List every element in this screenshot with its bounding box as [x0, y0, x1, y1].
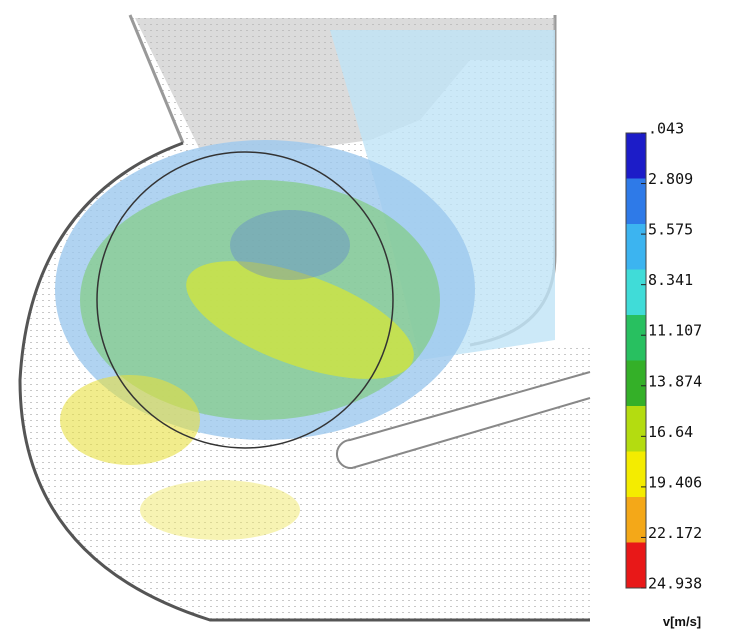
- flow-domain: [20, 15, 590, 620]
- colorbar-tick-label: 13.874: [648, 372, 702, 390]
- colorbar-tick-label: 5.575: [648, 221, 693, 239]
- colorbar-segment: [626, 406, 646, 452]
- colorbar: .043 2.809 5.575 8.341 11.107 13.874 16.64 19.4…: [626, 120, 702, 593]
- colorbar-tick-label: 24.938: [648, 575, 702, 593]
- colorbar-segment: [626, 133, 646, 179]
- colorbar-tick-label: 11.107: [648, 322, 702, 340]
- colorbar-segment: [626, 315, 646, 361]
- colorbar-segment: [626, 224, 646, 270]
- colorbar-tick-label: 8.341: [648, 271, 693, 289]
- colorbar-tick-label: 2.809: [648, 170, 693, 188]
- colorbar-segment: [626, 452, 646, 498]
- colorbar-tick-label: 16.64: [648, 423, 693, 441]
- page: .043 2.809 5.575 8.341 11.107 13.874 16.64 19.4…: [0, 0, 732, 638]
- colorbar-tick-label: 22.172: [648, 524, 702, 542]
- colorbar-tick-label: 19.406: [648, 473, 702, 491]
- colorbar-segment: [626, 179, 646, 225]
- colorbar-segment: [626, 361, 646, 407]
- colorbar-segment: [626, 270, 646, 316]
- figure: .043 2.809 5.575 8.341 11.107 13.874 16.64 19.4…: [0, 0, 732, 638]
- colorbar-segment: [626, 497, 646, 543]
- colorbar-segment: [626, 543, 646, 589]
- colorbar-label: v[m/s]: [663, 614, 701, 629]
- colorbar-tick-label: .043: [648, 120, 684, 138]
